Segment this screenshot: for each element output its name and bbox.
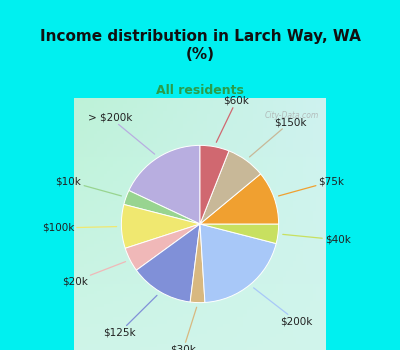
Text: Income distribution in Larch Way, WA
(%): Income distribution in Larch Way, WA (%)	[40, 29, 360, 62]
Text: $125k: $125k	[103, 295, 157, 337]
Wedge shape	[121, 204, 200, 248]
Wedge shape	[200, 145, 229, 224]
Text: City-Data.com: City-Data.com	[264, 111, 318, 120]
Wedge shape	[200, 224, 279, 244]
Wedge shape	[136, 224, 200, 302]
Text: $20k: $20k	[62, 261, 126, 286]
Text: $75k: $75k	[278, 176, 344, 196]
Wedge shape	[124, 190, 200, 224]
Text: $40k: $40k	[283, 234, 351, 245]
Text: $100k: $100k	[42, 223, 117, 233]
Wedge shape	[200, 224, 276, 302]
Wedge shape	[200, 151, 260, 224]
Wedge shape	[125, 224, 200, 270]
Wedge shape	[200, 174, 279, 224]
Text: $200k: $200k	[254, 288, 313, 326]
Text: $30k: $30k	[170, 307, 197, 350]
Text: $150k: $150k	[250, 117, 306, 157]
Text: $10k: $10k	[56, 176, 122, 196]
Wedge shape	[190, 224, 205, 303]
Text: $60k: $60k	[216, 95, 250, 142]
Text: All residents: All residents	[156, 84, 244, 97]
Text: > $200k: > $200k	[88, 113, 155, 154]
Wedge shape	[129, 145, 200, 224]
